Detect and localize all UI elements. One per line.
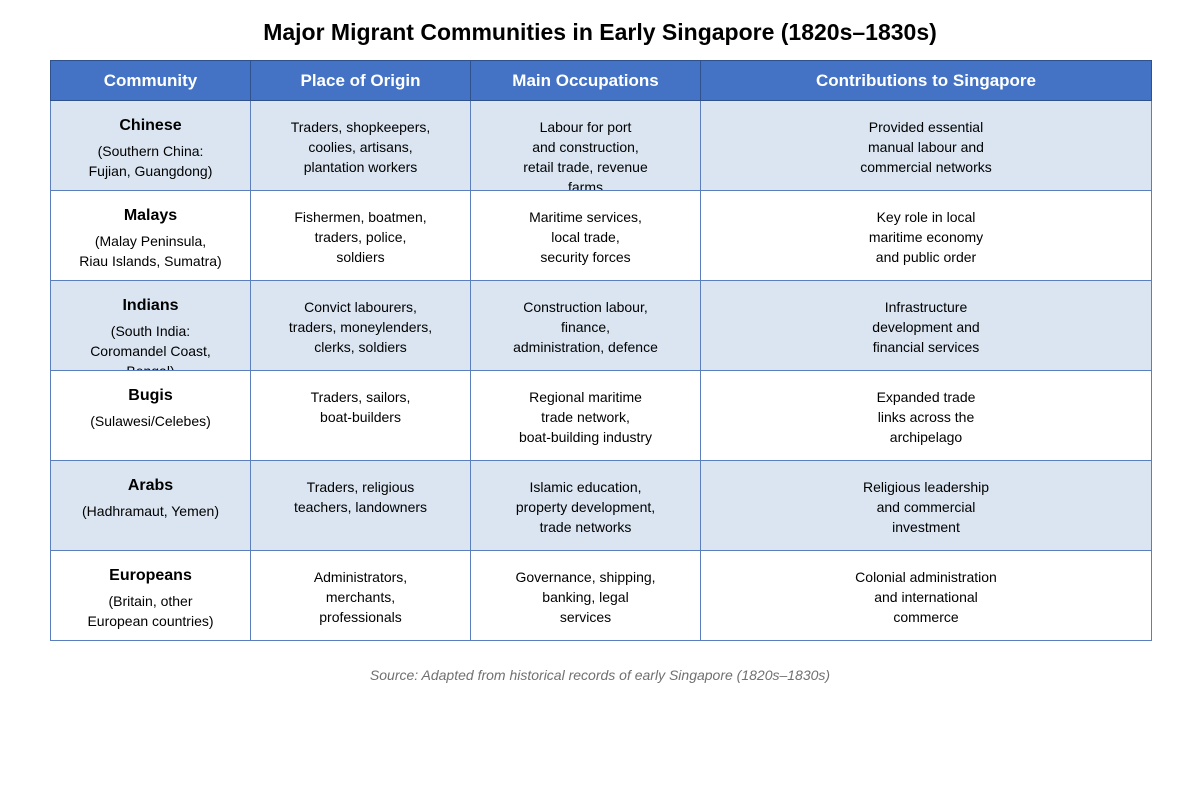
communities-table: Community Place of Origin Main Occupatio… xyxy=(50,60,1152,641)
place-of-origin-text: Traders, religious teachers, landowners xyxy=(293,479,428,515)
source-note: Source: Adapted from historical records … xyxy=(369,667,831,683)
occupations-cell: Construction labour, finance, administra… xyxy=(470,280,701,371)
occupations-cell: Maritime services, local trade, security… xyxy=(470,190,701,281)
community-origin: (Britain, other European countries) xyxy=(87,593,214,629)
table-row: Arabs (Hadhramaut, Yemen) Traders, relig… xyxy=(50,460,1152,551)
table-row: Indians (South India: Coromandel Coast, … xyxy=(50,280,1152,371)
origin-cell: Traders, religious teachers, landowners xyxy=(250,460,471,551)
table-row: Chinese (Southern China: Fujian, Guangdo… xyxy=(50,100,1152,191)
community-origin: (Malay Peninsula, Riau Islands, Sumatra) xyxy=(79,233,222,269)
community-origin: (Southern China: Fujian, Guangdong) xyxy=(88,143,213,179)
community-cell: Chinese (Southern China: Fujian, Guangdo… xyxy=(50,100,251,191)
community-name: Arabs xyxy=(127,477,174,494)
column-header-place-of-origin: Place of Origin xyxy=(250,60,471,101)
place-of-origin-text: Traders, sailors, boat-builders xyxy=(310,389,411,425)
community-cell: Europeans (Britain, other European count… xyxy=(50,550,251,641)
table-row: Malays (Malay Peninsula, Riau Islands, S… xyxy=(50,190,1152,281)
place-of-origin-text: Traders, shopkeepers, coolies, artisans,… xyxy=(290,119,431,175)
occupations-text: Maritime services, local trade, security… xyxy=(529,209,642,265)
table-row: Europeans (Britain, other European count… xyxy=(50,550,1152,641)
place-of-origin-text: Convict labourers, traders, moneylenders… xyxy=(288,299,433,355)
contributions-text: Provided essential manual labour and com… xyxy=(860,119,992,175)
community-origin: (Hadhramaut, Yemen) xyxy=(82,503,219,519)
table-row: Bugis (Sulawesi/Celebes) Traders, sailor… xyxy=(50,370,1152,461)
occupations-text: Governance, shipping, banking, legal ser… xyxy=(515,569,656,625)
page-title: Major Migrant Communities in Early Singa… xyxy=(263,19,937,45)
community-name: Malays xyxy=(123,207,178,224)
contributions-text: Religious leadership and commercial inve… xyxy=(862,479,990,535)
occupations-text: Regional maritime trade network, boat-bu… xyxy=(518,389,653,445)
place-of-origin-text: Fishermen, boatmen, traders, police, sol… xyxy=(294,209,427,265)
contributions-text: Key role in local maritime economy and p… xyxy=(868,209,984,265)
origin-cell: Convict labourers, traders, moneylenders… xyxy=(250,280,471,371)
community-cell: Malays (Malay Peninsula, Riau Islands, S… xyxy=(50,190,251,281)
community-name: Chinese xyxy=(119,117,182,134)
community-origin: (Sulawesi/Celebes) xyxy=(90,413,211,429)
contributions-cell: Religious leadership and commercial inve… xyxy=(700,460,1152,551)
origin-cell: Traders, sailors, boat-builders xyxy=(250,370,471,461)
origin-cell: Fishermen, boatmen, traders, police, sol… xyxy=(250,190,471,281)
occupations-cell: Regional maritime trade network, boat-bu… xyxy=(470,370,701,461)
contributions-cell: Expanded trade links across the archipel… xyxy=(700,370,1152,461)
contributions-cell: Key role in local maritime economy and p… xyxy=(700,190,1152,281)
community-cell: Indians (South India: Coromandel Coast, … xyxy=(50,280,251,371)
community-cell: Arabs (Hadhramaut, Yemen) xyxy=(50,460,251,551)
origin-cell: Administrators, merchants, professionals xyxy=(250,550,471,641)
community-origin: (South India: Coromandel Coast, Bengal) xyxy=(90,323,211,370)
contributions-text: Colonial administration and internationa… xyxy=(855,569,997,625)
column-header-community: Community xyxy=(50,60,251,101)
occupations-text: Labour for port and construction, retail… xyxy=(523,119,648,191)
origin-cell: Traders, shopkeepers, coolies, artisans,… xyxy=(250,100,471,191)
community-name: Bugis xyxy=(128,387,173,404)
contributions-text: Infrastructure development and financial… xyxy=(872,299,980,355)
contributions-cell: Infrastructure development and financial… xyxy=(700,280,1152,371)
contributions-cell: Provided essential manual labour and com… xyxy=(700,100,1152,191)
occupations-cell: Labour for port and construction, retail… xyxy=(470,100,701,191)
table-header-row: Community Place of Origin Main Occupatio… xyxy=(50,60,1152,101)
community-name: Europeans xyxy=(109,567,192,584)
column-header-main-occupations: Main Occupations xyxy=(470,60,701,101)
occupations-text: Construction labour, finance, administra… xyxy=(513,299,658,355)
occupations-cell: Governance, shipping, banking, legal ser… xyxy=(470,550,701,641)
contributions-text: Expanded trade links across the archipel… xyxy=(876,389,976,445)
place-of-origin-text: Administrators, merchants, professionals xyxy=(313,569,408,625)
occupations-cell: Islamic education, property development,… xyxy=(470,460,701,551)
community-name: Indians xyxy=(122,297,179,314)
contributions-cell: Colonial administration and internationa… xyxy=(700,550,1152,641)
occupations-text: Islamic education, property development,… xyxy=(515,479,656,535)
column-header-contributions: Contributions to Singapore xyxy=(700,60,1152,101)
community-cell: Bugis (Sulawesi/Celebes) xyxy=(50,370,251,461)
